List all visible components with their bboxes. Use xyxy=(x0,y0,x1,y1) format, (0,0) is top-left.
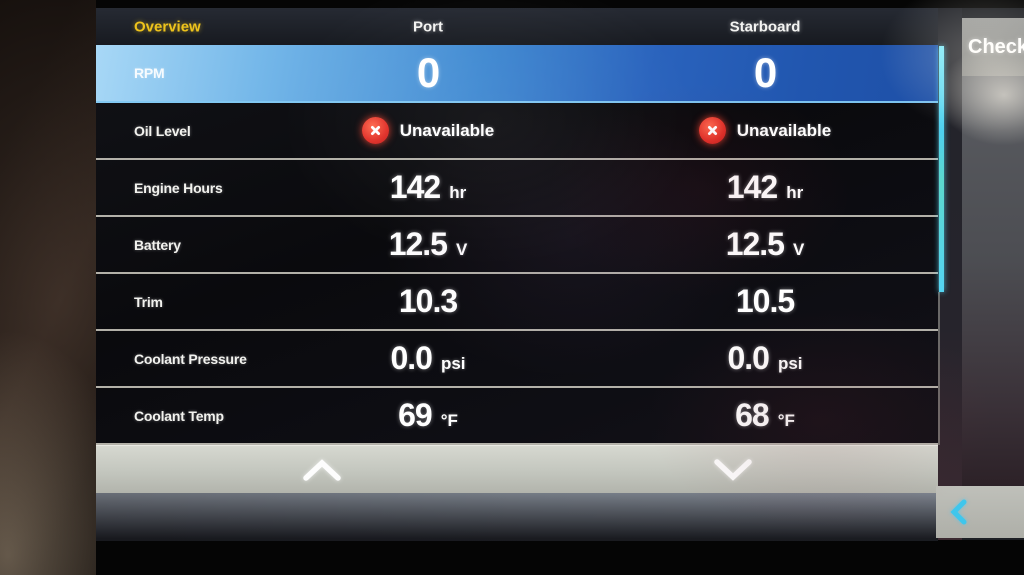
port-value-cell: 12.5 V xyxy=(256,217,600,272)
value-number: 0.0 xyxy=(390,340,432,376)
starboard-value-cell: 10.5 xyxy=(600,274,930,329)
table-row-battery[interactable]: Battery 12.5 V 12.5 V xyxy=(96,217,938,274)
value-unit: V xyxy=(792,239,805,259)
port-value-cell: Unavailable xyxy=(256,103,600,158)
pager-bar xyxy=(96,445,938,493)
value-unit: hr xyxy=(449,182,467,202)
scroll-up-button[interactable] xyxy=(282,446,362,493)
column-header-port: Port xyxy=(413,18,443,35)
column-header-starboard: Starboard xyxy=(729,18,801,35)
error-unavailable-icon xyxy=(361,117,389,144)
table-row-coolant-temp[interactable]: Coolant Temp 69 °F 68 °F xyxy=(96,388,938,445)
starboard-value-cell: 0.0 psi xyxy=(600,331,930,386)
chevron-up-icon xyxy=(303,458,341,481)
error-unavailable-icon xyxy=(698,117,726,144)
value-number: 10.3 xyxy=(398,283,458,319)
row-label: Coolant Temp xyxy=(134,407,224,424)
checklist-panel-body xyxy=(962,76,1024,488)
table-row-oil-level[interactable]: Oil Level Unavailable Unavailable xyxy=(96,103,938,160)
table-row-engine-hours[interactable]: Engine Hours 142 hr 142 hr xyxy=(96,160,938,217)
port-value-cell: 10.3 xyxy=(256,274,600,329)
value-number: 12.5 xyxy=(388,226,448,262)
checklist-side-panel: Check xyxy=(962,8,1024,540)
table-row-rpm[interactable]: RPM 0 0 xyxy=(96,45,938,103)
value-number: 0 xyxy=(416,49,440,96)
starboard-value-cell: 142 hr xyxy=(600,160,930,215)
row-label: Trim xyxy=(134,293,163,310)
value-unit: °F xyxy=(440,410,458,430)
table-row-trim[interactable]: Trim 10.3 10.5 xyxy=(96,274,938,331)
screen-bezel xyxy=(0,0,96,575)
port-value-cell: 69 °F xyxy=(256,388,600,443)
port-value-cell: 0 xyxy=(256,45,600,101)
checklist-panel-title: Check xyxy=(968,35,1024,58)
panel-collapse-button[interactable] xyxy=(936,486,1024,538)
port-value-cell: 142 hr xyxy=(256,160,600,215)
value-number: 69 xyxy=(398,397,433,433)
value-number: 12.5 xyxy=(725,226,785,262)
status-label: Unavailable xyxy=(399,120,495,140)
port-value-cell: 0.0 psi xyxy=(256,331,600,386)
scroll-down-button[interactable] xyxy=(693,446,773,493)
value-unit: psi xyxy=(440,353,466,373)
row-label: RPM xyxy=(134,65,165,81)
tab-overview[interactable]: Overview xyxy=(134,18,201,35)
row-label: Engine Hours xyxy=(134,179,223,196)
chevron-down-icon xyxy=(714,458,752,481)
table-row-coolant-pressure[interactable]: Coolant Pressure 0.0 psi 0.0 psi xyxy=(96,331,938,388)
engine-table-body: RPM 0 0 Oil Level Unavailable Unavailable Engi… xyxy=(96,45,938,445)
row-label: Battery xyxy=(134,236,181,253)
scrollbar-thumb[interactable] xyxy=(939,46,944,292)
value-number: 68 xyxy=(735,397,770,433)
value-number: 0 xyxy=(753,49,777,96)
starboard-value-cell: 68 °F xyxy=(600,388,930,443)
value-unit: °F xyxy=(777,410,795,430)
screen-lower-area xyxy=(96,493,938,541)
starboard-value-cell: Unavailable xyxy=(600,103,930,158)
starboard-value-cell: 0 xyxy=(600,45,930,101)
value-number: 142 xyxy=(726,169,778,205)
status-label: Unavailable xyxy=(736,120,832,140)
value-unit: psi xyxy=(777,353,803,373)
row-label: Oil Level xyxy=(134,122,191,139)
engine-overview-panel: Overview Port Starboard RPM 0 0 Oil Level Un… xyxy=(96,8,938,541)
table-header: Overview Port Starboard xyxy=(96,8,938,45)
chevron-left-icon xyxy=(950,499,967,525)
value-number: 0.0 xyxy=(727,340,769,376)
value-number: 10.5 xyxy=(735,283,795,319)
value-unit: hr xyxy=(786,182,804,202)
value-number: 142 xyxy=(389,169,441,205)
value-unit: V xyxy=(455,239,468,259)
checklist-panel-header[interactable]: Check xyxy=(962,18,1024,76)
starboard-value-cell: 12.5 V xyxy=(600,217,930,272)
scrollbar-track xyxy=(938,292,940,445)
row-label: Coolant Pressure xyxy=(134,350,247,367)
